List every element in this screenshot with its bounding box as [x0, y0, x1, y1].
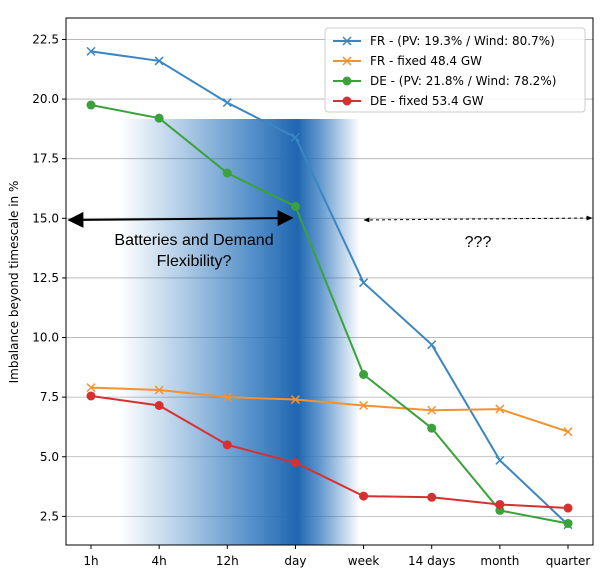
data-point [427, 405, 437, 415]
data-point-stroke [154, 56, 164, 66]
data-point [86, 391, 96, 401]
series-line [90, 104, 569, 525]
legend-item: DE - fixed 53.4 GW [333, 94, 484, 108]
left-double-arrow [67, 210, 294, 228]
data-point [495, 404, 505, 414]
x-tick-label: 14 days [408, 554, 455, 568]
legend-marker-stroke [342, 36, 352, 46]
data-point-stroke [222, 98, 232, 108]
data-point [222, 168, 232, 178]
series-line [90, 386, 569, 433]
legend-label: DE - fixed 53.4 GW [370, 94, 484, 108]
y-tick-label: 5.0 [40, 450, 59, 464]
data-point [86, 46, 96, 56]
series-3 [86, 100, 573, 529]
x-axis: 1h 4h 12h day week 14 days month quarter [83, 545, 590, 568]
data-point [154, 385, 164, 395]
data-point [86, 383, 96, 393]
x-tick-label: month [480, 554, 519, 568]
y-tick-label: 22.5 [32, 32, 59, 46]
data-point-stroke [495, 455, 505, 465]
data-point [222, 98, 232, 108]
x-tick-label: 12h [216, 554, 239, 568]
x-tick-label: day [284, 554, 306, 568]
y-tick-label: 15.0 [32, 211, 59, 225]
legend-item: DE - (PV: 21.8% / Wind: 78.2%) [333, 74, 556, 88]
data-point-stroke [290, 395, 300, 405]
series-layer [86, 46, 573, 530]
series-line [90, 50, 569, 526]
data-point-stroke [86, 46, 96, 56]
data-point [427, 423, 437, 433]
data-point [563, 519, 573, 529]
series-line [90, 394, 569, 510]
data-point-stroke [427, 340, 437, 350]
data-point-stroke [495, 404, 505, 414]
y-tick-label: 20.0 [32, 92, 59, 106]
series-2 [86, 383, 573, 437]
legend-marker [342, 96, 352, 106]
legend-label: FR - (PV: 19.3% / Wind: 80.7%) [370, 34, 555, 48]
data-point [154, 113, 164, 123]
data-point [563, 427, 573, 437]
data-point-stroke [86, 383, 96, 393]
x-tick-label: 4h [152, 554, 167, 568]
left-annotation-line2: Flexibility? [157, 253, 232, 270]
x-tick-label: quarter [546, 554, 591, 568]
legend-marker [342, 76, 352, 86]
data-point [222, 440, 232, 450]
data-point-stroke [290, 132, 300, 142]
data-point-stroke [427, 405, 437, 415]
data-point [154, 56, 164, 66]
data-point [427, 340, 437, 350]
data-point [359, 278, 369, 288]
series-4 [86, 391, 573, 513]
shaded-band [120, 119, 360, 545]
data-point-stroke [154, 385, 164, 395]
legend-marker [342, 56, 352, 66]
data-point [495, 499, 505, 509]
legend-marker-stroke [342, 56, 352, 66]
legend-marker [342, 36, 352, 46]
y-tick-label: 2.5 [40, 509, 59, 523]
y-tick-label: 17.5 [32, 152, 59, 166]
x-tick-label: 1h [83, 554, 98, 568]
data-point-stroke [359, 278, 369, 288]
legend-label: FR - fixed 48.4 GW [370, 54, 482, 68]
data-point [495, 455, 505, 465]
plot-frame [65, 17, 594, 546]
legend-item: FR - fixed 48.4 GW [333, 54, 482, 68]
data-point-stroke [359, 400, 369, 411]
data-point [290, 458, 300, 468]
y-tick-label: 10.0 [32, 331, 59, 345]
y-tick-label: 12.5 [32, 271, 59, 285]
data-point-stroke [222, 392, 232, 402]
data-point [290, 201, 300, 211]
legend-item: FR - (PV: 19.3% / Wind: 80.7%) [333, 34, 555, 48]
legend-label: DE - (PV: 21.8% / Wind: 78.2%) [370, 74, 556, 88]
y-axis: 2.5 5.0 7.5 10.0 12.5 15.0 17.5 20.0 22.5 [32, 32, 66, 523]
data-point [563, 503, 573, 513]
data-point [154, 401, 164, 410]
legend-box [324, 27, 586, 113]
legend: FR - (PV: 19.3% / Wind: 80.7%) FR - fixed… [324, 27, 586, 113]
right-annotation: ??? [465, 234, 492, 251]
data-point [86, 100, 96, 110]
data-point [290, 395, 300, 405]
x-tick-label: week [348, 554, 380, 568]
y-axis-title: Imbalance beyond timescale in % [7, 181, 21, 384]
y-tick-label: 7.5 [40, 390, 59, 404]
right-dashed-arrow [363, 215, 593, 223]
data-point [359, 370, 369, 379]
data-point [359, 491, 369, 501]
data-point [222, 392, 232, 402]
data-point [290, 132, 300, 142]
data-point [359, 400, 369, 411]
left-annotation-line1: Batteries and Demand [114, 232, 273, 249]
data-point [427, 492, 437, 502]
data-point-stroke [563, 427, 573, 437]
